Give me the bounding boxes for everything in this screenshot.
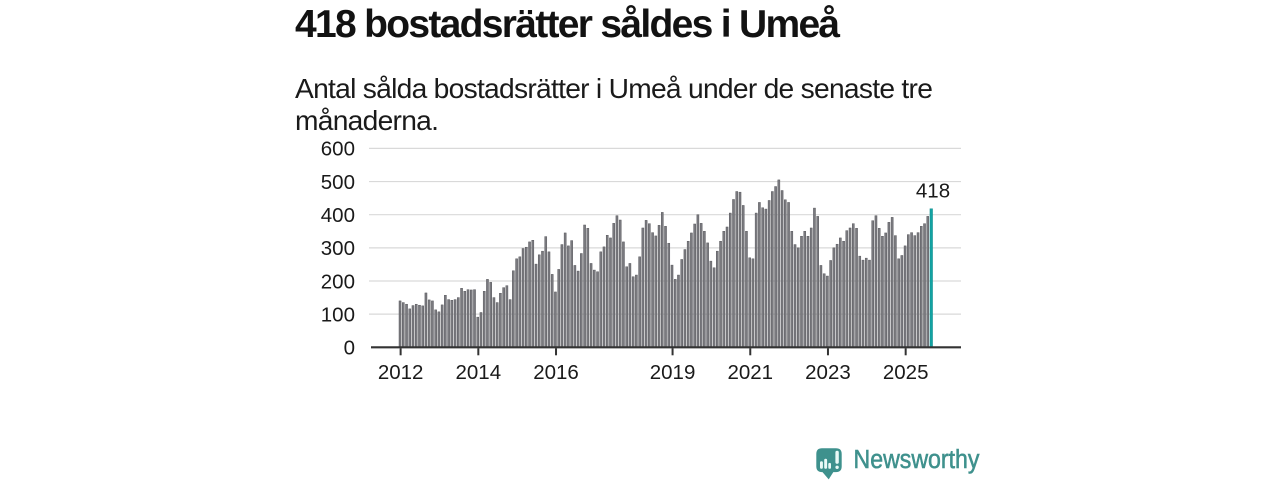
svg-text:100: 100 bbox=[321, 303, 355, 326]
svg-text:2019: 2019 bbox=[650, 361, 696, 384]
svg-text:600: 600 bbox=[321, 138, 355, 161]
svg-text:Newsworthy: Newsworthy bbox=[854, 446, 980, 474]
svg-text:0: 0 bbox=[344, 337, 355, 360]
svg-text:418: 418 bbox=[916, 180, 950, 203]
svg-text:400: 400 bbox=[321, 204, 355, 227]
svg-text:2016: 2016 bbox=[533, 361, 579, 384]
svg-text:2025: 2025 bbox=[883, 361, 929, 384]
svg-text:2014: 2014 bbox=[456, 361, 502, 384]
svg-text:2023: 2023 bbox=[805, 361, 851, 384]
svg-text:2012: 2012 bbox=[378, 361, 424, 384]
svg-text:300: 300 bbox=[321, 237, 355, 260]
svg-text:200: 200 bbox=[321, 270, 355, 293]
svg-text:2021: 2021 bbox=[727, 361, 773, 384]
svg-text:500: 500 bbox=[321, 171, 355, 194]
